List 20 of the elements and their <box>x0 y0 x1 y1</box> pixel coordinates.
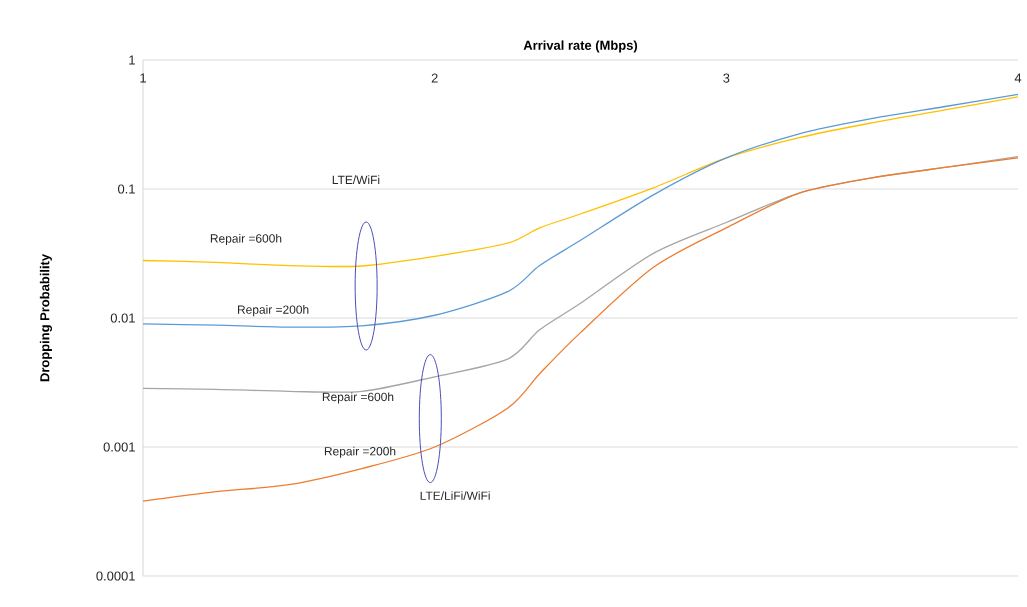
y-tick-label: 0.1 <box>117 184 135 194</box>
y-tick-label: 1 <box>129 55 135 65</box>
line-series <box>142 93 1019 328</box>
y-tick-label: 0.0001 <box>96 571 135 581</box>
annotation: LTE/LiFi/WiFi <box>420 491 490 500</box>
x-tick-label: 3 <box>723 73 730 83</box>
y-tick-label: 0.01 <box>110 313 135 323</box>
x-tick-label: 1 <box>140 73 146 83</box>
x-axis-title: Arrival rate (Mbps) <box>523 40 638 53</box>
annotation: LTE/WiFi <box>332 175 380 185</box>
y-axis-title: Dropping Probability <box>39 254 52 382</box>
annotation: Repair =600h <box>210 233 282 246</box>
x-tick-label: 4 <box>1014 73 1022 83</box>
annotation: Repair =600h <box>322 392 394 404</box>
annotation: Repair =200h <box>324 446 396 458</box>
line-series <box>142 96 1019 268</box>
annotation: Repair =200h <box>238 305 309 317</box>
line-series <box>142 157 1019 502</box>
y-tick-label: 0.001 <box>103 442 135 452</box>
x-tick-label: 2 <box>431 73 438 83</box>
